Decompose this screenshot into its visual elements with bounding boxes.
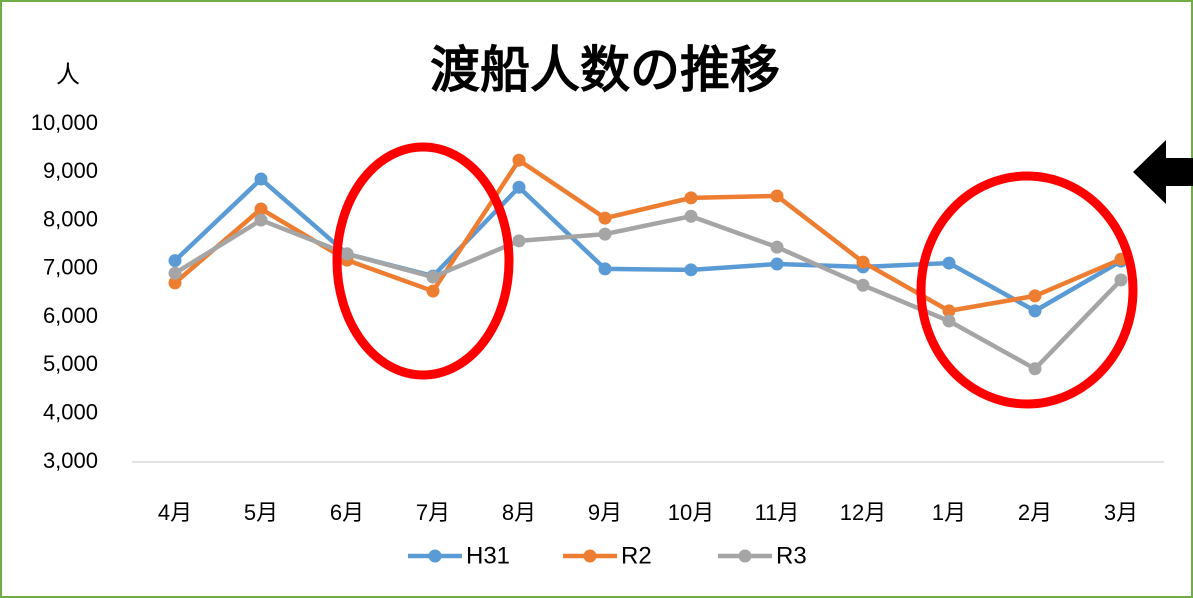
y-tick-label: 5,000: [43, 351, 98, 376]
y-tick-label: 7,000: [43, 255, 98, 280]
data-point: [770, 257, 784, 271]
legend-marker: [583, 549, 597, 563]
x-tick-label: 4月: [158, 500, 192, 525]
data-point: [168, 276, 182, 290]
x-tick-label: 7月: [416, 500, 450, 525]
y-tick-label: 10,000: [31, 110, 98, 135]
series-line: [173, 213, 1123, 372]
data-point: [684, 263, 698, 277]
data-point: [254, 202, 268, 216]
data-point: [1028, 289, 1042, 303]
data-point: [512, 153, 526, 167]
y-axis-label: 人: [56, 61, 80, 88]
data-point: [684, 191, 698, 205]
legend-label: H31: [466, 542, 510, 569]
data-point: [512, 180, 526, 194]
data-point: [254, 213, 268, 227]
x-tick-label: 1月: [932, 500, 966, 525]
data-point: [1114, 273, 1128, 287]
y-tick-label: 4,000: [43, 400, 98, 425]
data-point: [340, 247, 354, 261]
data-point: [856, 278, 870, 292]
data-point: [168, 266, 182, 280]
x-tick-label: 3月: [1104, 500, 1138, 525]
data-point: [426, 270, 440, 284]
x-tick-label: 9月: [588, 500, 622, 525]
plot-area: 3,000 4,000 5,000 6,000 7,000 8,000 9,000 10,00…: [31, 110, 1164, 569]
legend-label: R2: [621, 542, 652, 569]
legend-marker: [738, 549, 752, 563]
y-tick-label: 8,000: [43, 206, 98, 231]
data-point: [254, 172, 268, 186]
highlight-ellipse: [916, 171, 1138, 409]
data-point: [942, 304, 956, 318]
y-tick-label: 3,000: [43, 448, 98, 473]
x-tick-label: 8月: [502, 500, 536, 525]
chart-title: 渡船人数の推移: [430, 42, 780, 98]
data-point: [942, 314, 956, 328]
highlight-ellipse: [332, 142, 514, 380]
data-point: [426, 284, 440, 298]
x-tick-label: 12月: [840, 500, 886, 525]
data-point: [598, 262, 612, 276]
series-line: [173, 157, 1122, 314]
y-tick-label: 6,000: [43, 303, 98, 328]
data-point: [684, 209, 698, 223]
data-point: [856, 255, 870, 269]
data-point: [1028, 362, 1042, 376]
data-point: [168, 254, 182, 268]
data-point: [512, 234, 526, 248]
data-point: [598, 227, 612, 241]
legend-marker: [428, 549, 442, 563]
legend-label: R3: [776, 542, 807, 569]
x-tick-label: 11月: [755, 500, 800, 525]
y-tick-label: 9,000: [43, 158, 98, 183]
data-point: [1028, 304, 1042, 318]
x-tick-label: 10月: [668, 500, 714, 525]
data-point: [770, 240, 784, 254]
x-tick-label: 2月: [1018, 500, 1052, 525]
arrow-icon: [1133, 140, 1193, 204]
series-line: [173, 176, 1123, 314]
x-tick-label: 6月: [330, 500, 364, 525]
data-point: [598, 211, 612, 225]
x-tick-label: 5月: [244, 500, 278, 525]
data-point: [770, 189, 784, 203]
data-point: [942, 256, 956, 270]
